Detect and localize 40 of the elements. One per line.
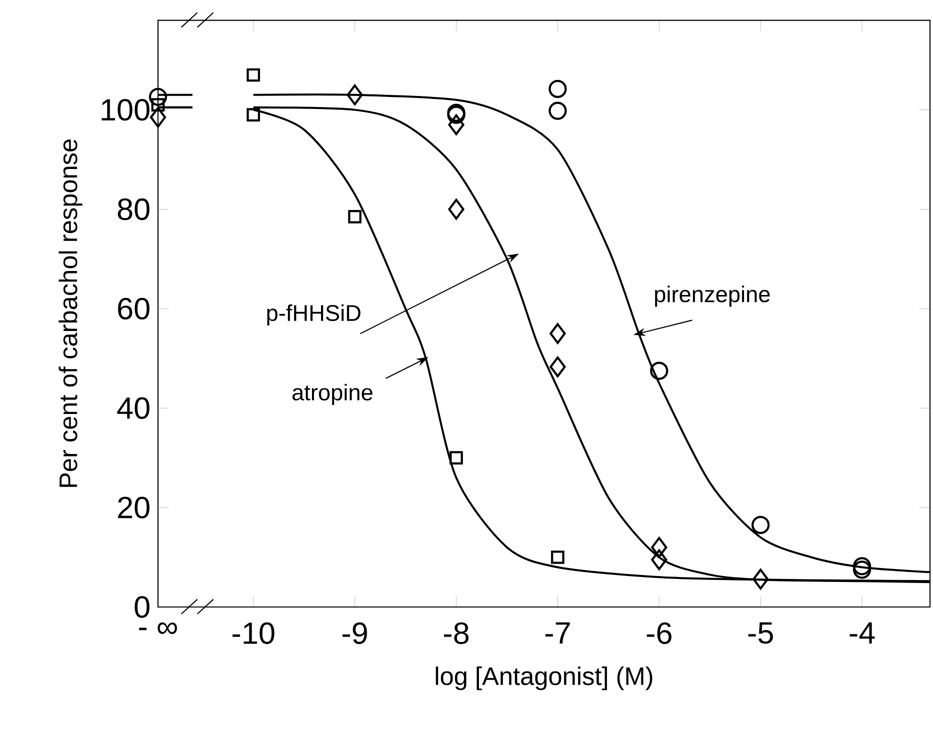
point (852, 560, 872, 579)
x-tick-label: -9 (342, 622, 367, 644)
point (448, 198, 464, 220)
x-tick-label: -10 (232, 622, 274, 644)
y-tick-label: 100 (102, 98, 150, 121)
point (346, 84, 363, 106)
point (151, 98, 165, 112)
x-tick-label: -7 (545, 622, 570, 644)
y-axis-title: Per cent of carbachol response (58, 140, 82, 487)
point (548, 80, 567, 98)
point (651, 536, 668, 558)
y-tick-label: 60 (118, 298, 150, 320)
point (752, 568, 769, 590)
x-tick-label: -8 (444, 622, 469, 644)
point (148, 88, 168, 106)
y-tick-label: 80 (118, 198, 150, 220)
point (651, 549, 668, 570)
x-axis-title: log [Antagonist] (M) (436, 666, 652, 690)
point (650, 362, 668, 380)
y-tick-label: 20 (118, 496, 150, 518)
x-tick-label: -5 (748, 622, 773, 644)
x-tick-label: - ∞ (139, 622, 177, 634)
point (852, 557, 872, 576)
x-tick-label: -4 (850, 622, 875, 644)
point (550, 323, 566, 344)
point (548, 102, 567, 120)
point (752, 516, 770, 534)
y-tick-label: 40 (117, 397, 150, 419)
point (550, 356, 566, 378)
point (246, 108, 260, 122)
annotation: atropine (292, 384, 372, 405)
point (450, 451, 463, 465)
point (551, 550, 564, 564)
y-tick-label: 0 (134, 596, 150, 618)
x-tick-label: -6 (646, 622, 672, 644)
point (246, 68, 260, 82)
annotation: p-fHHSiD (267, 304, 360, 326)
annotation: pirenzepine (655, 286, 770, 307)
point (448, 114, 464, 136)
point (348, 210, 362, 224)
